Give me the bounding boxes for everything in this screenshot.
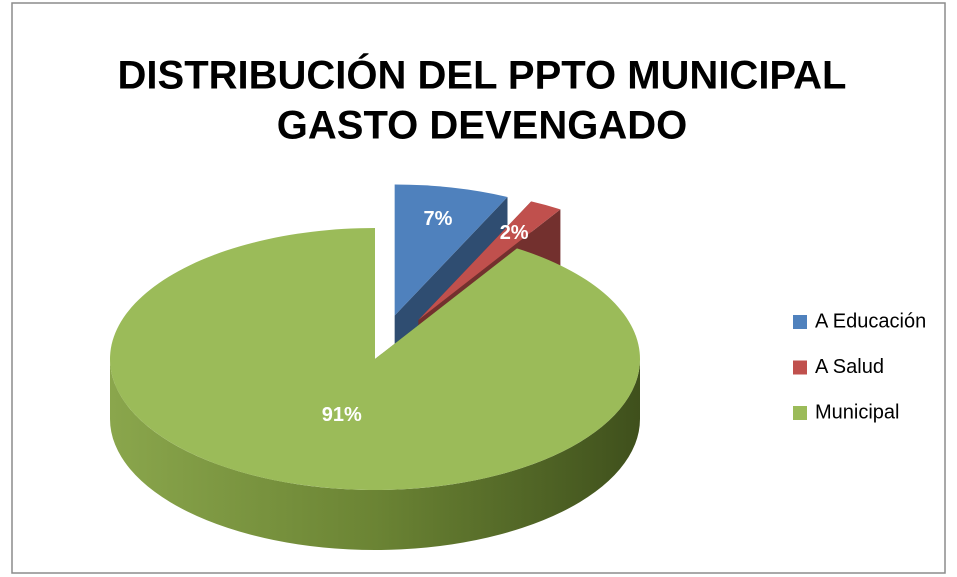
legend-swatch	[793, 315, 807, 329]
legend-swatch	[793, 360, 807, 375]
legend-swatch	[793, 406, 807, 420]
legend-label: Municipal	[815, 401, 899, 423]
pie: 7% 2% 91%	[109, 184, 640, 550]
data-label: 7%	[424, 208, 453, 230]
slice	[109, 228, 640, 490]
legend: A Educación A Salud Municipal	[793, 310, 926, 423]
chart-title: DISTRIBUCIÓN DEL PPTO MUNICIPAL	[118, 52, 847, 98]
slice	[394, 184, 508, 316]
data-label: 91%	[322, 404, 362, 426]
slice-side	[110, 359, 640, 550]
slice	[418, 201, 561, 320]
legend-label: A Salud	[815, 356, 884, 378]
data-label: 2%	[500, 222, 529, 244]
chart-subtitle: GASTO DEVENGADO	[277, 104, 687, 148]
legend-label: A Educación	[815, 310, 926, 332]
